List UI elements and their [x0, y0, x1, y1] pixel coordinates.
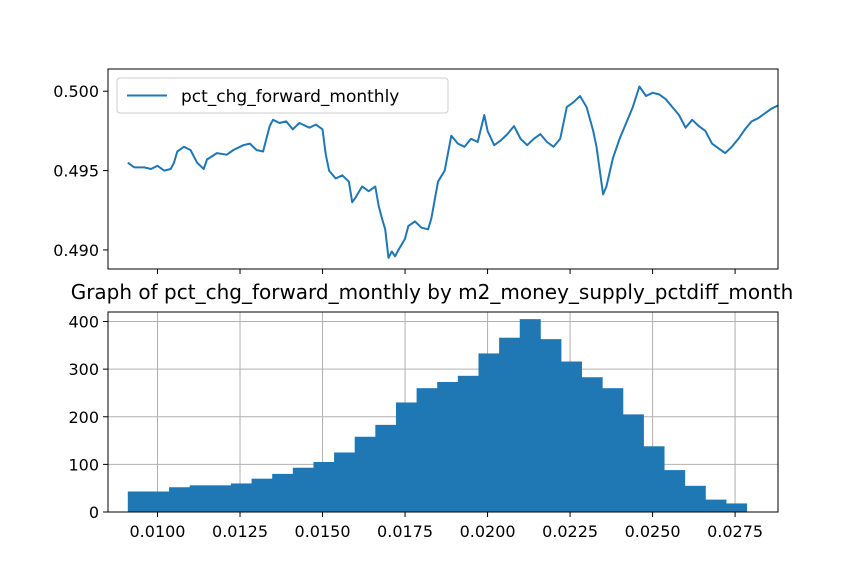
line-chart: 0.490 0.495 0.500 pct_chg_forward_monthly [53, 68, 779, 274]
histogram-y-tick-label: 100 [68, 455, 99, 474]
histogram-bar [437, 382, 459, 512]
histogram-bar [478, 353, 500, 512]
line-chart-frame [107, 68, 779, 270]
histogram-bar [664, 470, 686, 512]
histogram-bar [726, 503, 748, 512]
histogram-bar [643, 446, 665, 512]
histogram-y-axis: 0 100 200 300 400 [68, 313, 108, 522]
histogram-bar [602, 388, 624, 512]
histogram-bar [230, 483, 252, 512]
histogram-chart: Graph of pct_chg_forward_monthly by m2_m… [68, 280, 793, 541]
legend-label: pct_chg_forward_monthly [181, 87, 399, 107]
histogram-bar [622, 414, 644, 512]
histogram-bar [395, 402, 417, 512]
legend: pct_chg_forward_monthly [116, 77, 449, 114]
histogram-bar [581, 377, 603, 512]
histogram-title: Graph of pct_chg_forward_monthly by m2_m… [71, 280, 794, 304]
histogram-x-tick-label: 0.0225 [542, 522, 598, 541]
histogram-bar [127, 491, 149, 512]
histogram-x-tick-label: 0.0200 [460, 522, 516, 541]
histogram-x-tick-label: 0.0100 [130, 522, 186, 541]
histogram-x-tick-label: 0.0150 [295, 522, 351, 541]
histogram-bar [148, 491, 170, 512]
histogram-bars [127, 319, 748, 512]
line-y-tick-label: 0.495 [53, 162, 99, 181]
histogram-y-tick-label: 0 [89, 503, 99, 522]
histogram-bar [292, 467, 314, 512]
histogram-bar [169, 487, 191, 512]
line-y-tick-label: 0.500 [53, 82, 99, 101]
histogram-bar [354, 436, 376, 512]
histogram-bar [189, 485, 211, 512]
histogram-x-axis: 0.0100 0.0125 0.0150 0.0175 0.0200 0.0225 0.02… [130, 512, 763, 541]
line-y-tick-label: 0.490 [53, 241, 99, 260]
histogram-bar [684, 485, 706, 512]
histogram-bar [251, 478, 273, 512]
histogram-x-tick-label: 0.0275 [707, 522, 763, 541]
line-chart-y-axis: 0.490 0.495 0.500 [53, 82, 108, 260]
histogram-bar [272, 473, 294, 512]
histogram-frame [107, 311, 779, 513]
histogram-y-tick-label: 200 [68, 408, 99, 427]
line-chart-x-axis [157, 269, 736, 274]
histogram-x-tick-label: 0.0250 [625, 522, 681, 541]
histogram-bar [499, 337, 521, 512]
histogram-bar [334, 452, 356, 512]
histogram-bar [560, 361, 583, 512]
legend-box [116, 77, 449, 114]
histogram-bar [457, 375, 479, 512]
histogram-bar [705, 499, 727, 512]
histogram-bar [416, 388, 438, 512]
histogram-y-tick-label: 300 [68, 360, 99, 379]
line-series-pct_chg_forward_monthly [127, 85, 779, 259]
histogram-x-tick-label: 0.0175 [377, 522, 433, 541]
histogram-bar [540, 339, 562, 512]
histogram-bar [210, 485, 232, 512]
histogram-y-tick-label: 400 [68, 313, 99, 332]
histogram-x-tick-label: 0.0125 [212, 522, 268, 541]
histogram-bar [375, 424, 397, 512]
histogram-bar [519, 319, 541, 512]
histogram-bar [313, 462, 335, 512]
